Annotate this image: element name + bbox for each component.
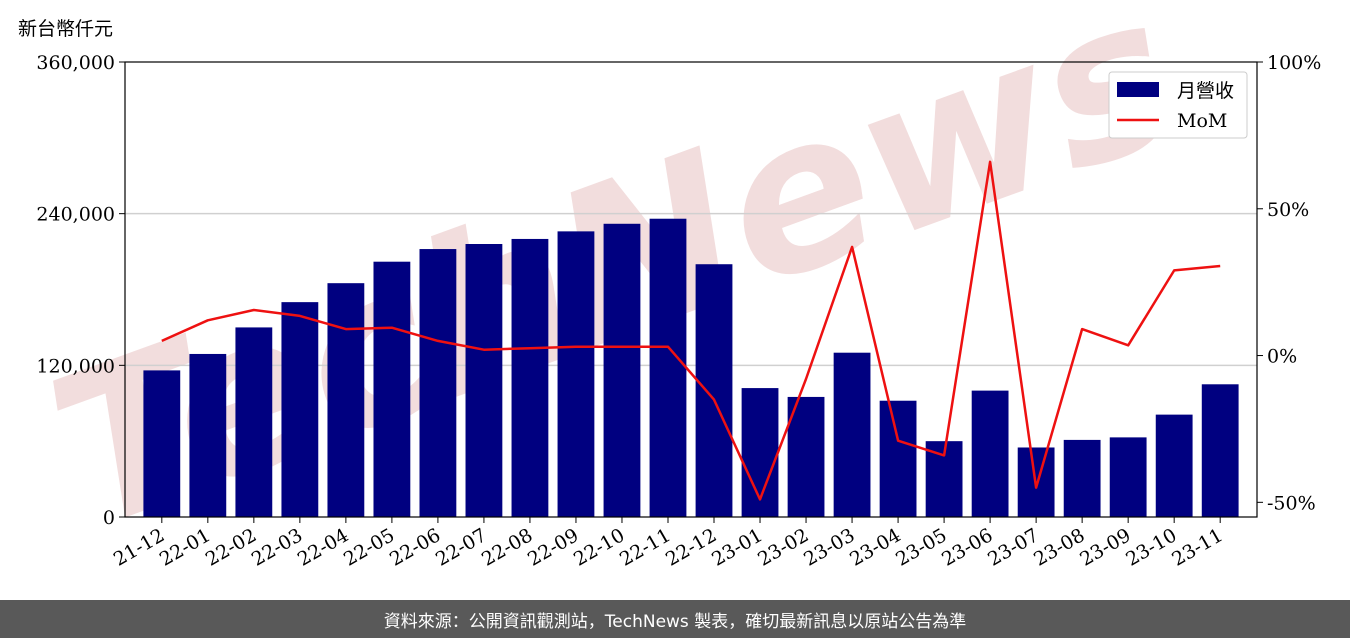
y-right-tick-label: 50% [1267, 199, 1309, 221]
legend-swatch-bar [1117, 82, 1159, 97]
source-footer: 資料來源：公開資訊觀測站，TechNews 製表，確切最新訊息以原站公告為準 [0, 600, 1350, 638]
x-tick-label: 23-05 [892, 524, 950, 570]
y-left-tick-label: 240,000 [36, 204, 115, 226]
x-tick-label: 22-07 [432, 524, 490, 570]
bar-22-12 [695, 264, 733, 517]
y-right-tick-label: 0% [1267, 346, 1297, 368]
legend-label-mom: MoM [1177, 110, 1227, 132]
x-tick-label: 23-03 [800, 524, 858, 570]
bar-23-06 [971, 390, 1009, 517]
bar-23-11 [1201, 384, 1239, 517]
x-tick-label: 22-11 [616, 524, 674, 570]
x-tick-label: 23-04 [846, 524, 904, 570]
bar-22-11 [649, 218, 687, 517]
bar-23-04 [879, 400, 917, 517]
x-tick-label: 22-08 [478, 524, 536, 570]
x-tick-label: 22-10 [570, 524, 628, 570]
bar-23-08 [1063, 439, 1101, 517]
x-tick-label: 22-04 [294, 524, 352, 570]
bar-23-10 [1155, 414, 1193, 517]
chart-area: 新台幣仟元 TechNews0120,000240,000360,000-50%… [18, 0, 1322, 577]
bar-22-02 [235, 327, 273, 517]
bar-22-08 [511, 238, 549, 517]
bar-23-02 [787, 396, 825, 517]
y-left-tick-label: 360,000 [36, 52, 115, 74]
y-right-tick-label: -50% [1267, 492, 1316, 514]
revenue-mom-chart: TechNews0120,000240,000360,000-50%0%50%1… [24, 0, 1322, 577]
y-left-tick-label: 0 [103, 507, 115, 529]
x-tick-label: 23-06 [938, 524, 996, 570]
bar-21-12 [143, 370, 181, 517]
bar-22-06 [419, 249, 457, 518]
bar-22-05 [373, 261, 411, 517]
x-tick-label: 23-01 [708, 524, 766, 570]
bar-22-10 [603, 223, 641, 517]
y-axis-unit-label: 新台幣仟元 [18, 18, 114, 40]
legend-label-revenue: 月營收 [1177, 80, 1234, 102]
plot-frame [124, 61, 1258, 518]
x-tick-label: 23-07 [984, 524, 1042, 570]
x-tick-label: 23-02 [754, 524, 812, 570]
bar-22-04 [327, 283, 365, 517]
x-tick-label: 22-09 [524, 524, 582, 570]
y-left-tick-label: 120,000 [36, 355, 115, 377]
x-tick-label: 23-11 [1168, 524, 1226, 570]
x-tick-label: 23-09 [1076, 524, 1134, 570]
bar-23-03 [833, 352, 871, 517]
x-tick-label: 22-05 [340, 524, 398, 570]
bar-22-03 [281, 302, 319, 517]
mom-line [161, 160, 1221, 501]
bar-23-01 [741, 388, 779, 517]
x-tick-label: 22-12 [662, 524, 720, 570]
bar-22-01 [189, 353, 227, 517]
x-tick-label: 22-06 [386, 524, 444, 570]
bar-23-09 [1109, 437, 1147, 517]
bar-22-07 [465, 244, 503, 517]
x-tick-label: 23-10 [1122, 524, 1180, 570]
y-right-tick-label: 100% [1267, 52, 1321, 74]
x-tick-label: 22-03 [248, 524, 306, 570]
x-tick-label: 23-08 [1030, 524, 1088, 570]
bar-22-09 [557, 231, 595, 517]
